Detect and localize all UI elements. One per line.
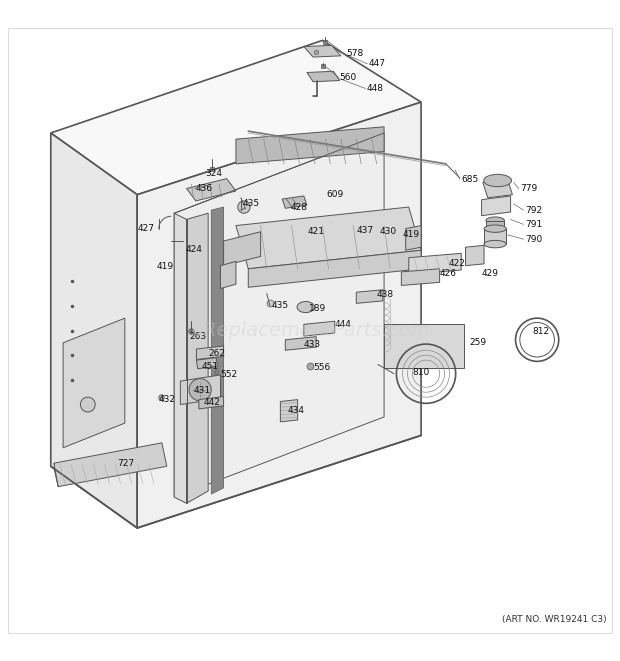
Polygon shape	[356, 290, 383, 303]
Text: 578: 578	[346, 50, 363, 58]
Text: 427: 427	[137, 224, 154, 233]
Polygon shape	[285, 336, 316, 350]
Polygon shape	[63, 318, 125, 447]
Text: 189: 189	[309, 305, 326, 313]
Text: 779: 779	[520, 184, 537, 193]
Polygon shape	[187, 214, 208, 503]
Polygon shape	[466, 245, 484, 266]
Polygon shape	[486, 221, 505, 229]
Text: 433: 433	[304, 340, 321, 348]
Text: 444: 444	[335, 320, 352, 329]
Polygon shape	[409, 253, 461, 274]
Polygon shape	[224, 232, 260, 266]
Polygon shape	[282, 196, 307, 208]
Ellipse shape	[484, 241, 507, 248]
Polygon shape	[482, 196, 511, 215]
Ellipse shape	[484, 175, 512, 186]
Text: eReplacementParts.com: eReplacementParts.com	[191, 321, 429, 340]
Polygon shape	[54, 443, 167, 486]
Polygon shape	[401, 269, 440, 286]
Polygon shape	[197, 346, 224, 360]
Circle shape	[81, 397, 95, 412]
Text: 791: 791	[525, 220, 542, 229]
Text: 259: 259	[469, 338, 486, 347]
Polygon shape	[280, 400, 298, 422]
Polygon shape	[484, 229, 507, 244]
Text: 552: 552	[220, 370, 237, 379]
Text: 422: 422	[448, 259, 465, 268]
Ellipse shape	[484, 225, 507, 233]
Ellipse shape	[297, 301, 314, 313]
Polygon shape	[197, 358, 218, 369]
Text: 324: 324	[205, 169, 222, 178]
Text: 447: 447	[369, 59, 386, 68]
Text: 442: 442	[203, 398, 220, 407]
Text: 556: 556	[313, 363, 330, 372]
Polygon shape	[248, 251, 421, 288]
Text: 810: 810	[412, 368, 430, 377]
Polygon shape	[180, 375, 221, 405]
Text: 428: 428	[290, 202, 308, 212]
Text: (ART NO. WR19241 C3): (ART NO. WR19241 C3)	[502, 615, 606, 624]
Text: 263: 263	[190, 332, 206, 341]
Text: 262: 262	[209, 350, 226, 358]
Text: 435: 435	[271, 301, 288, 310]
Polygon shape	[236, 207, 421, 269]
Polygon shape	[137, 102, 421, 528]
Text: 451: 451	[202, 362, 219, 371]
Polygon shape	[211, 207, 224, 494]
Ellipse shape	[486, 217, 505, 224]
Text: 426: 426	[440, 269, 456, 278]
Polygon shape	[304, 46, 341, 57]
Text: 560: 560	[340, 73, 357, 82]
Text: 790: 790	[525, 235, 542, 244]
Text: 430: 430	[379, 227, 396, 236]
Polygon shape	[51, 40, 421, 195]
Text: 448: 448	[367, 84, 384, 93]
Polygon shape	[304, 321, 335, 336]
Text: 421: 421	[308, 227, 324, 236]
Polygon shape	[307, 71, 340, 82]
Polygon shape	[174, 133, 384, 497]
Polygon shape	[236, 127, 384, 164]
Circle shape	[238, 201, 250, 214]
Text: 685: 685	[461, 175, 479, 184]
Text: 792: 792	[525, 206, 542, 215]
Text: 437: 437	[356, 226, 373, 235]
Polygon shape	[51, 133, 137, 528]
Circle shape	[189, 379, 211, 401]
Text: 432: 432	[159, 395, 176, 404]
Text: 438: 438	[377, 290, 394, 299]
Polygon shape	[187, 178, 236, 201]
Text: 727: 727	[117, 459, 135, 468]
Text: 434: 434	[288, 407, 305, 415]
Text: 419: 419	[402, 230, 420, 239]
Text: 436: 436	[196, 184, 213, 193]
Polygon shape	[221, 261, 236, 289]
Polygon shape	[384, 325, 464, 368]
Text: 431: 431	[194, 387, 211, 395]
Text: 435: 435	[242, 200, 259, 208]
Text: 424: 424	[185, 245, 202, 254]
Text: 419: 419	[157, 262, 174, 271]
Polygon shape	[174, 214, 187, 503]
Text: 609: 609	[326, 190, 343, 199]
Text: 429: 429	[482, 268, 498, 278]
Polygon shape	[405, 225, 421, 251]
Polygon shape	[199, 397, 224, 409]
Text: 812: 812	[532, 327, 549, 336]
Polygon shape	[483, 179, 513, 198]
